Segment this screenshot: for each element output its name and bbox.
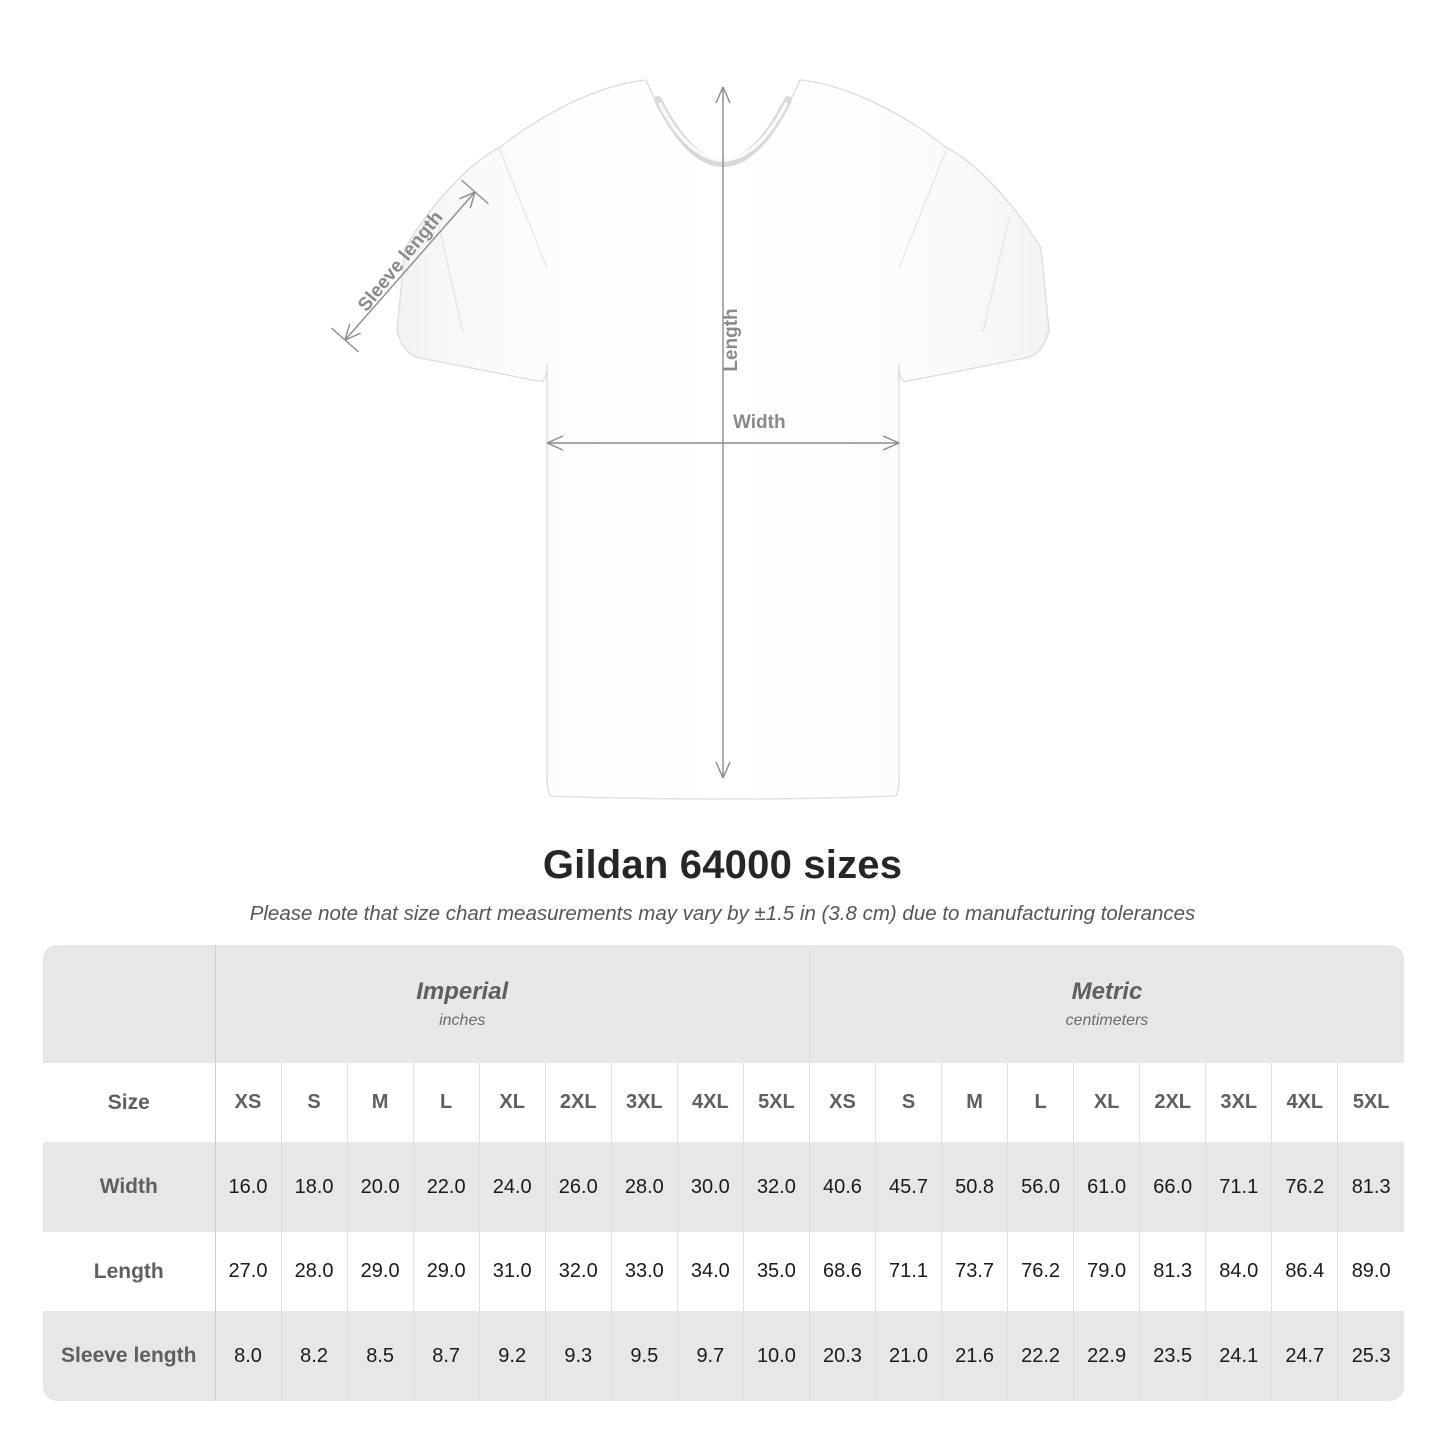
svg-text:Length: Length xyxy=(721,308,742,371)
svg-text:Width: Width xyxy=(733,412,786,433)
svg-text:Sleeve length: Sleeve length xyxy=(354,207,447,315)
